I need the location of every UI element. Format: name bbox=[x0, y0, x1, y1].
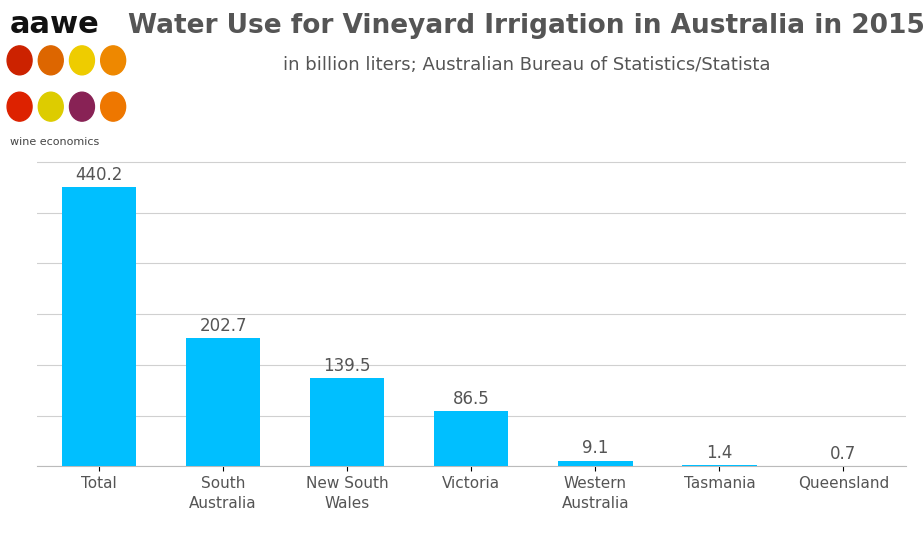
Circle shape bbox=[7, 46, 32, 75]
Circle shape bbox=[69, 92, 94, 121]
Text: Water Use for Vineyard Irrigation in Australia in 2015: Water Use for Vineyard Irrigation in Aus… bbox=[128, 13, 924, 40]
Circle shape bbox=[7, 92, 32, 121]
Bar bbox=[682, 465, 757, 466]
Bar bbox=[558, 460, 633, 466]
Text: 86.5: 86.5 bbox=[453, 390, 490, 408]
Bar bbox=[310, 378, 384, 466]
Bar bbox=[434, 412, 508, 466]
Circle shape bbox=[69, 46, 94, 75]
Text: wine economics: wine economics bbox=[9, 137, 99, 147]
Text: 1.4: 1.4 bbox=[706, 444, 733, 462]
Text: aawe: aawe bbox=[9, 10, 100, 39]
Bar bbox=[186, 338, 261, 466]
Text: 440.2: 440.2 bbox=[76, 166, 123, 184]
Text: 139.5: 139.5 bbox=[323, 356, 371, 375]
Text: 9.1: 9.1 bbox=[582, 440, 609, 457]
Circle shape bbox=[101, 92, 126, 121]
Text: 0.7: 0.7 bbox=[831, 445, 857, 463]
Circle shape bbox=[38, 92, 63, 121]
Text: 202.7: 202.7 bbox=[200, 317, 247, 334]
Circle shape bbox=[101, 46, 126, 75]
Text: in billion liters; Australian Bureau of Statistics/Statista: in billion liters; Australian Bureau of … bbox=[283, 56, 771, 75]
Circle shape bbox=[38, 46, 63, 75]
Bar bbox=[62, 187, 136, 466]
